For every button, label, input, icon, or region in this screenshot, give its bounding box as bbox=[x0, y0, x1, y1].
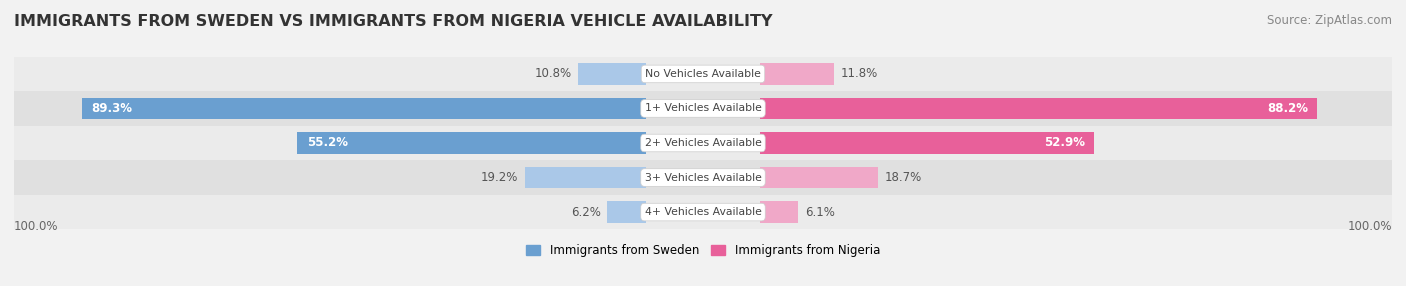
Text: No Vehicles Available: No Vehicles Available bbox=[645, 69, 761, 79]
Text: 2+ Vehicles Available: 2+ Vehicles Available bbox=[644, 138, 762, 148]
Bar bbox=[759, 201, 799, 223]
Text: 100.0%: 100.0% bbox=[14, 221, 59, 233]
Bar bbox=[759, 98, 1317, 119]
Bar bbox=[14, 195, 1392, 229]
Bar bbox=[759, 63, 835, 85]
Text: 88.2%: 88.2% bbox=[1267, 102, 1308, 115]
Bar bbox=[14, 91, 1392, 126]
Bar bbox=[524, 167, 647, 188]
Text: 52.9%: 52.9% bbox=[1043, 136, 1085, 150]
Text: IMMIGRANTS FROM SWEDEN VS IMMIGRANTS FROM NIGERIA VEHICLE AVAILABILITY: IMMIGRANTS FROM SWEDEN VS IMMIGRANTS FRO… bbox=[14, 14, 772, 29]
Text: Source: ZipAtlas.com: Source: ZipAtlas.com bbox=[1267, 14, 1392, 27]
Bar bbox=[82, 98, 647, 119]
Text: 4+ Vehicles Available: 4+ Vehicles Available bbox=[644, 207, 762, 217]
Bar bbox=[14, 126, 1392, 160]
Bar bbox=[14, 160, 1392, 195]
Text: 55.2%: 55.2% bbox=[307, 136, 347, 150]
Text: 19.2%: 19.2% bbox=[481, 171, 519, 184]
Text: 100.0%: 100.0% bbox=[1347, 221, 1392, 233]
Bar bbox=[578, 63, 647, 85]
Legend: Immigrants from Sweden, Immigrants from Nigeria: Immigrants from Sweden, Immigrants from … bbox=[522, 239, 884, 262]
Bar bbox=[14, 57, 1392, 91]
Text: 6.1%: 6.1% bbox=[804, 206, 835, 219]
Text: 3+ Vehicles Available: 3+ Vehicles Available bbox=[644, 172, 762, 182]
Text: 10.8%: 10.8% bbox=[534, 67, 571, 80]
Bar bbox=[297, 132, 647, 154]
Text: 18.7%: 18.7% bbox=[884, 171, 922, 184]
Text: 6.2%: 6.2% bbox=[571, 206, 600, 219]
Bar bbox=[607, 201, 647, 223]
Bar bbox=[759, 132, 1094, 154]
Text: 11.8%: 11.8% bbox=[841, 67, 877, 80]
Text: 1+ Vehicles Available: 1+ Vehicles Available bbox=[644, 104, 762, 114]
Bar bbox=[759, 167, 879, 188]
Text: 89.3%: 89.3% bbox=[91, 102, 132, 115]
